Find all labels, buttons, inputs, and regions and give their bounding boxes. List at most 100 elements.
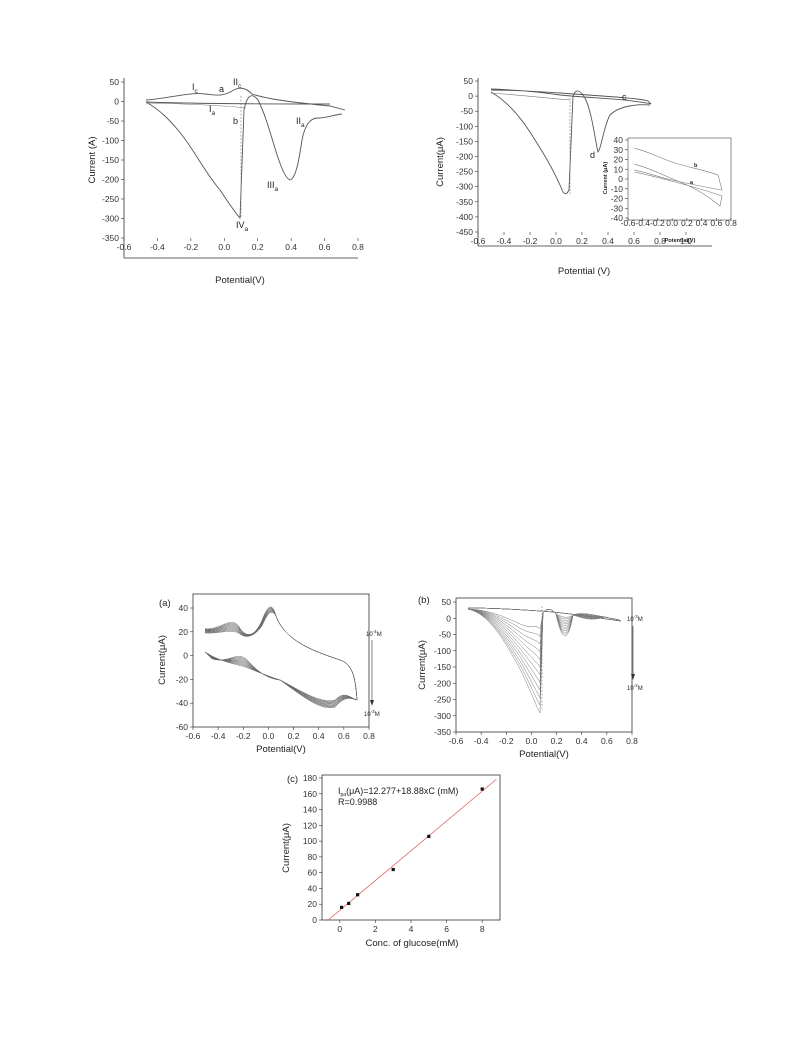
x-tick-label: -0.2 [184,242,199,252]
data-point [347,901,351,906]
label-d: d [590,150,595,160]
cv-curve [204,606,358,709]
x-tick-label: 0.4 [696,218,708,228]
panel-label-b: (b) [418,595,430,606]
data-point [427,834,431,838]
y-tick-label: 20 [308,899,318,909]
y-tick-label: -350 [434,727,451,737]
x-tick-label: 0.0 [218,242,230,252]
y-tick-label: -100 [434,646,451,656]
x-tick-label: -0.4 [150,242,165,252]
conc-start-label: 10-3M [627,614,643,623]
y-tick-label: 100 [303,836,317,846]
y-tick-label: -40 [611,213,624,223]
x-tick-label: 0.4 [576,736,588,746]
x-tick-label: -0.6 [117,242,132,252]
cv-curve [467,607,622,707]
series-a-curve [145,87,346,111]
y-tick-label: -200 [434,678,451,688]
label-IIIa: IIIa [267,180,279,193]
y-tick-label: -250 [434,695,451,705]
inset-y-label: Current (μA) [603,162,609,195]
y-axis-label: Current(μA) [435,137,446,187]
x-tick-label: -0.4 [635,218,650,228]
y-tick-label: 160 [303,789,317,799]
y-tick-label: 180 [303,773,317,783]
x-tick-label: -0.6 [471,236,486,246]
x-tick-label: -0.4 [474,736,489,746]
y-tick-label: -350 [456,197,473,207]
y-tick-label: 0 [114,97,119,107]
y-tick-label: 20 [179,627,189,637]
chart-c: (c) 180 160 140 120 100 80 60 40 20 0 0 2 4 6 8 Conc.… [281,773,501,949]
label-Ic: Ic [192,82,199,95]
y-tick-label: -150 [456,136,473,146]
x-tick-label: 0.0 [526,736,538,746]
y-tick-label: 20 [614,155,624,165]
fit-equation: Ipa(μA)=12.277+18.88xC (mM) [338,786,458,798]
series-d-return [490,92,571,101]
x-tick-label: 0.6 [628,236,640,246]
fit-line [327,778,497,921]
data-point [391,867,395,872]
y-tick-label: 0 [446,613,451,623]
x-tick-label: 0.8 [626,736,638,746]
x-tick-label: 0 [337,924,342,934]
cv-curve [467,607,622,714]
y-tick-label: 50 [110,77,120,87]
y-tick-label: -200 [102,175,119,185]
data-point [356,893,360,897]
y-tick-label: 50 [464,76,474,86]
chart-a: (a) 40 20 0 -20 -40 -60 -0.6 -0.4 -0.2 0.0 0.2 0.4… [157,593,382,755]
label-Ia: Ia [209,104,216,117]
x-axis-label: Potential (V) [558,266,610,277]
label-IVa: IVa [236,220,249,233]
cv-curve-family [204,606,358,709]
x-tick-label: 0.8 [352,242,364,252]
data-point [480,787,484,791]
series-c-curve [490,88,652,105]
y-tick-label: 40 [179,603,189,613]
y-tick-label: -100 [102,136,119,146]
y-tick-label: 30 [614,145,624,155]
label-c: c [622,92,627,102]
x-tick-label: 0.4 [313,731,325,741]
x-tick-label: 0.4 [602,236,614,246]
y-tick-label: 0 [312,915,317,925]
x-tick-label: 0.8 [654,236,666,246]
inset-curve-b [633,147,723,191]
y-tick-label: -50 [461,106,474,116]
x-axis-label: Potential(V) [215,275,265,286]
data-point [339,905,344,909]
x-tick-label: 0.4 [285,242,297,252]
x-tick-label: -0.2 [523,236,538,246]
cv-curve [467,607,622,684]
inset-frame [627,137,732,221]
x-tick-label: -0.2 [650,218,665,228]
y-tick-label: -50 [107,116,120,126]
concentration-arrow: 10-4M 10-3M [364,629,382,718]
x-tick-label: 0.6 [601,736,613,746]
y-axis-label: Current(μA) [281,823,292,873]
inset-label-a: a [690,180,694,186]
cv-curve [467,607,622,691]
y-tick-label: -150 [102,155,119,165]
y-tick-label: -150 [434,662,451,672]
cv-curve [467,607,622,699]
y-tick-label: 60 [308,868,318,878]
y-tick-label: -50 [439,630,452,640]
chart-top-left: 50 0 -50 -100 -150 -200 -250 -300 -350 -0.6 -0.4 -… [87,77,364,286]
y-tick-label: -300 [434,711,451,721]
y-tick-label: -300 [456,182,473,192]
fit-r-value: R=0.9988 [338,797,377,807]
x-tick-label: 6 [444,924,449,934]
x-tick-label: 0.6 [319,242,331,252]
inset-x-label: Potential(V) [665,238,696,244]
y-axis-label: Current(μA) [417,640,428,690]
series-b-curve [145,95,343,220]
y-tick-label: 0 [468,91,473,101]
y-tick-label: -40 [176,698,189,708]
x-tick-label: 0.2 [551,736,563,746]
x-tick-label: 1.0 [680,236,692,246]
x-tick-label: 0.2 [252,242,264,252]
